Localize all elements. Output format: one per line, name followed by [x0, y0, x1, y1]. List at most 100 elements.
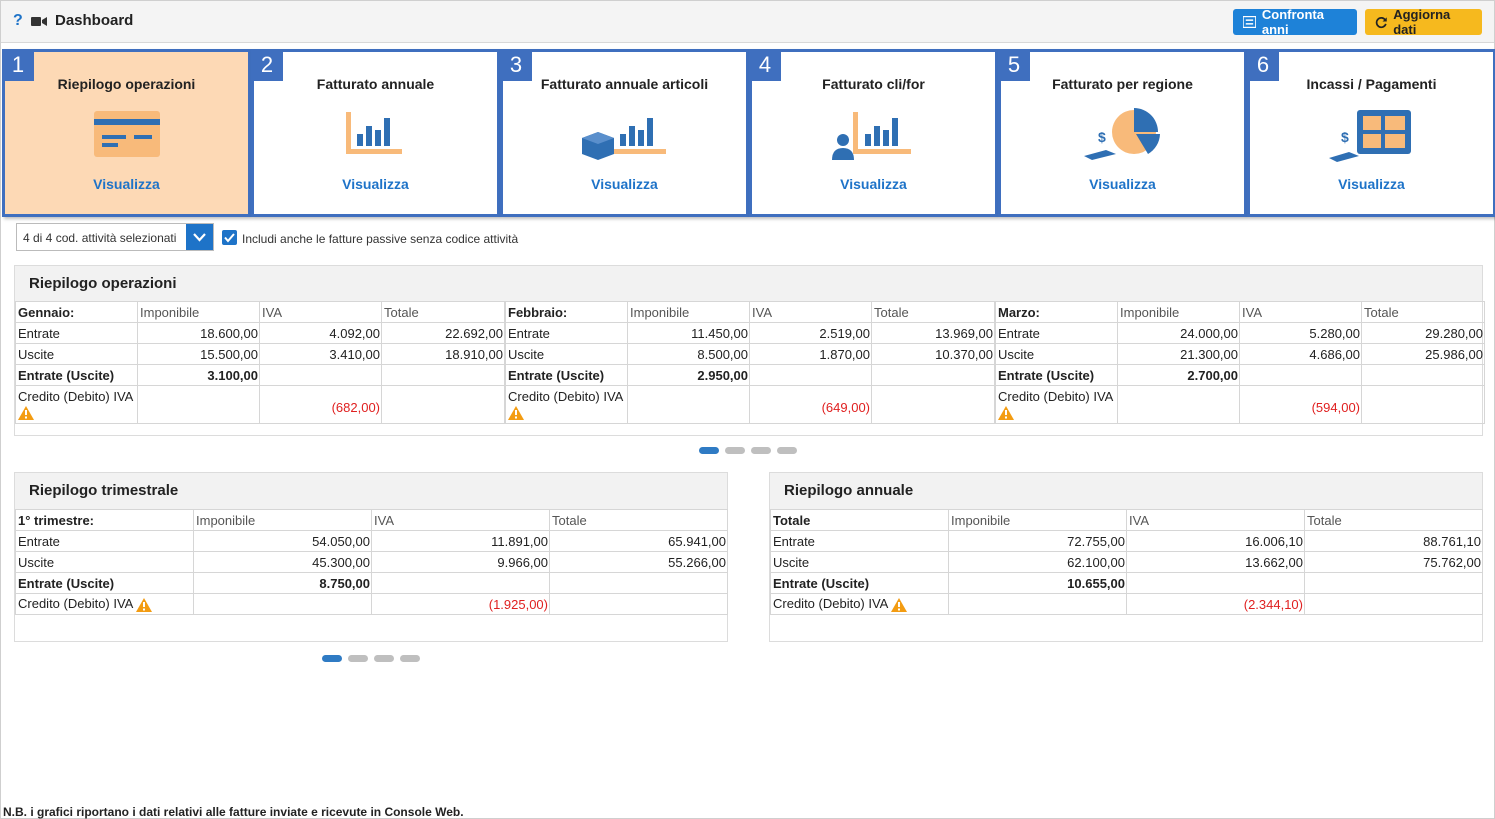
annual-name: Totale [770, 509, 949, 531]
tile-fatturato-regione[interactable]: 5 Fatturato per regione $ Visualizza [998, 49, 1247, 217]
cell [627, 385, 750, 424]
tile-label: Fatturato cli/for [822, 76, 925, 92]
warning-icon[interactable] [508, 405, 524, 420]
cell: 13.969,00 [871, 322, 995, 344]
card-icon [93, 111, 160, 157]
col-header: Totale [1304, 509, 1483, 531]
tile-view-link[interactable]: Visualizza [591, 176, 658, 192]
col-header: Imponibile [137, 301, 260, 323]
cell: 3.410,00 [259, 343, 382, 365]
video-camera-icon[interactable] [31, 16, 47, 27]
row-label: Credito (Debito) IVA [998, 389, 1114, 404]
tile-number: 5 [998, 49, 1030, 81]
pager-dot[interactable] [374, 655, 394, 662]
cell [549, 572, 728, 594]
tile-number: 3 [500, 49, 532, 81]
cell: (1.925,00) [371, 593, 550, 615]
cell [371, 572, 550, 594]
tile-incassi-pagamenti[interactable]: 6 Incassi / Pagamenti $ Visualizza [1247, 49, 1495, 217]
cell [381, 364, 505, 386]
box-chart-icon [581, 118, 666, 160]
cell: (682,00) [259, 385, 382, 424]
quarterly-table: 1° trimestre: Imponibile IVA Totale Entrate… [15, 509, 728, 615]
check-icon [224, 233, 235, 243]
cell [1117, 385, 1240, 424]
cell [1304, 572, 1483, 594]
warning-icon[interactable] [18, 405, 34, 420]
month-table: Febbraio: Imponibile IVA Totale Entrate 11.4… [505, 301, 995, 424]
tile-fatturato-articoli[interactable]: 3 Fatturato annuale articoli Visualizza [500, 49, 749, 217]
activity-code-select[interactable]: 4 di 4 cod. attività selezionati [16, 223, 214, 251]
row-label: Uscite [15, 551, 194, 573]
chevron-down-icon [193, 233, 206, 242]
iva-cell: Credito (Debito) IVA [505, 385, 628, 424]
tile-riepilogo-operazioni[interactable]: 1 Riepilogo operazioni Visualizza [2, 49, 251, 217]
compare-years-label: Confronta anni [1261, 7, 1324, 37]
dropdown-toggle[interactable] [186, 224, 213, 250]
pager-dot[interactable] [751, 447, 771, 454]
pager-dot[interactable] [725, 447, 745, 454]
operations-panel: Riepilogo operazioni Gennaio: Imponibile I… [14, 265, 1485, 436]
cell: 18.600,00 [137, 322, 260, 344]
tile-view-link[interactable]: Visualizza [93, 176, 160, 192]
cell: 8.750,00 [193, 572, 372, 594]
row-label: Uscite [770, 551, 949, 573]
pager-dot[interactable] [400, 655, 420, 662]
refresh-data-label: Aggiorna dati [1393, 7, 1451, 37]
row-label: Entrate [15, 530, 194, 552]
tile-view-link[interactable]: Visualizza [840, 176, 907, 192]
cell: 18.910,00 [381, 343, 505, 365]
row-label: Entrate (Uscite) [505, 364, 628, 386]
compare-years-button[interactable]: Confronta anni [1233, 7, 1357, 37]
cell [137, 385, 260, 424]
refresh-icon [1375, 16, 1387, 28]
col-header: Imponibile [627, 301, 750, 323]
cell: 8.500,00 [627, 343, 750, 365]
tile-number: 6 [1247, 49, 1279, 81]
row-label: Uscite [505, 343, 628, 365]
row-label: Entrate [505, 322, 628, 344]
cell [948, 593, 1127, 615]
tile-view-link[interactable]: Visualizza [342, 176, 409, 192]
annual-table: Totale Imponibile IVA Totale Entrate 72.755,… [770, 509, 1483, 615]
tile-fatturato-clifor[interactable]: 4 Fatturato cli/for Visualizza [749, 49, 998, 217]
top-bar: ? Dashboard Confronta anni Aggiorna dati [1, 1, 1494, 43]
tile-fatturato-annuale[interactable]: 2 Fatturato annuale Visualizza [251, 49, 500, 217]
cell: 45.300,00 [193, 551, 372, 573]
tile-label: Fatturato per regione [1052, 76, 1193, 92]
warning-icon[interactable] [136, 597, 153, 612]
col-header: Imponibile [948, 509, 1127, 531]
tile-number: 4 [749, 49, 781, 81]
svg-text:$: $ [1098, 129, 1106, 145]
cell: 2.700,00 [1117, 364, 1240, 386]
cell [1361, 364, 1485, 386]
cell: 72.755,00 [948, 530, 1127, 552]
row-label: Entrate [15, 322, 138, 344]
cell [381, 385, 505, 424]
include-passive-checkbox[interactable] [222, 230, 237, 245]
help-icon[interactable]: ? [13, 12, 23, 29]
pager-dot[interactable] [322, 655, 342, 662]
cell: 5.280,00 [1239, 322, 1362, 344]
pager-dot[interactable] [699, 447, 719, 454]
cell [1239, 364, 1362, 386]
col-header: IVA [1126, 509, 1305, 531]
pager-dot[interactable] [777, 447, 797, 454]
col-header: Imponibile [193, 509, 372, 531]
cell [1126, 572, 1305, 594]
pager-dot[interactable] [348, 655, 368, 662]
col-header: IVA [371, 509, 550, 531]
refresh-data-button[interactable]: Aggiorna dati [1365, 7, 1482, 37]
tile-view-link[interactable]: Visualizza [1089, 176, 1156, 192]
warning-icon[interactable] [891, 597, 908, 612]
cell: 55.266,00 [549, 551, 728, 573]
tile-view-link[interactable]: Visualizza [1338, 176, 1405, 192]
col-header: Imponibile [1117, 301, 1240, 323]
cell: 75.762,00 [1304, 551, 1483, 573]
month-table: Gennaio: Imponibile IVA Totale Entrate 18.60… [15, 301, 505, 424]
cell: 62.100,00 [948, 551, 1127, 573]
col-header: Totale [381, 301, 505, 323]
iva-cell: Credito (Debito) IVA [15, 385, 138, 424]
warning-icon[interactable] [998, 405, 1014, 420]
